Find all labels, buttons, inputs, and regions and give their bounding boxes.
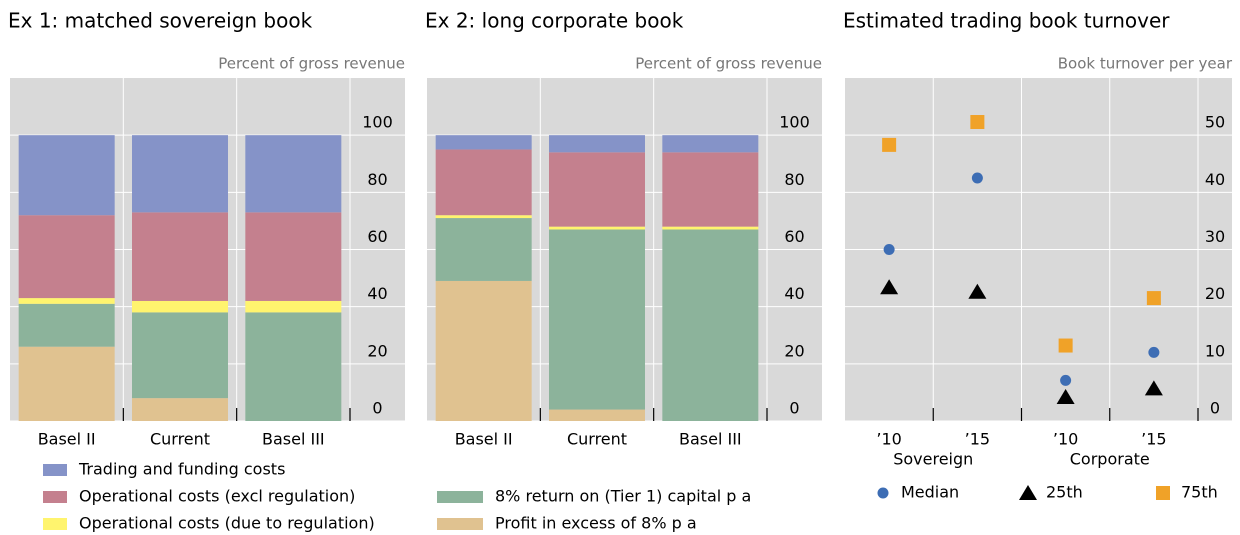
y-tick-label: 100 [362,113,393,132]
y-tick-label: 20 [367,341,387,360]
legend-label: Operational costs (excl regulation) [79,487,355,506]
point [880,279,899,295]
x-tick-label: Basel III [679,430,742,449]
bar-segment [245,312,342,421]
y-tick-label: 20 [1205,284,1225,303]
bar-segment [662,229,759,421]
group-label: Corporate [1070,450,1150,469]
bar-segment [435,215,532,219]
bar-segment [18,215,115,299]
bar-segment [662,226,759,230]
chart-title: Estimated trading book turnover [843,9,1170,33]
bar-segment [245,300,342,313]
bar-segment [18,303,115,347]
chart-title: Ex 1: matched sovereign book [8,9,313,33]
x-tick-label: Basel II [38,430,96,449]
legend-label: Median [901,483,959,502]
y-tick-label: 40 [367,284,387,303]
y-tick-label: 20 [784,341,804,360]
y-tick-label: 60 [367,227,387,246]
x-tick-label: ’10 [876,430,901,449]
y-tick-label: 80 [784,170,804,189]
axis-label: Percent of gross revenue [635,55,822,73]
legend-swatch [43,491,67,503]
legend-swatch [437,518,483,530]
y-tick-label: 10 [1205,341,1225,360]
bar-segment [18,346,115,421]
x-tick-label: Basel II [455,430,513,449]
y-tick-label: 0 [372,399,382,418]
bar-segment [132,398,228,421]
bar-segment [245,135,342,213]
x-tick-label: Current [567,430,627,449]
y-tick-label: 40 [1205,170,1225,189]
legend-marker [877,487,889,499]
axis-label: Book turnover per year [1058,55,1233,73]
y-tick-label: 60 [784,227,804,246]
legend-swatch [43,518,67,530]
point [1148,346,1160,358]
legend-marker [1156,486,1170,500]
bar-segment [435,280,532,421]
point [1056,388,1075,404]
bar-segment [18,298,115,304]
bar-segment [132,312,228,399]
x-tick-label: ’15 [1141,430,1166,449]
bar-segment [132,300,228,313]
chart-title: Ex 2: long corporate book [425,9,684,33]
bar-segment [132,212,228,301]
bar-segment [435,218,532,281]
y-tick-label: 0 [1210,399,1220,418]
point [1058,338,1073,353]
point [882,137,897,152]
bar-segment [662,135,759,153]
legend-label: 75th [1181,483,1218,502]
bar-segment [435,135,532,150]
axis-label: Percent of gross revenue [218,55,405,73]
y-tick-label: 80 [367,170,387,189]
point [1146,291,1161,306]
bar-segment [245,212,342,301]
point [968,283,987,299]
bar-segment [435,149,532,216]
legend-label: 25th [1046,483,1083,502]
y-tick-label: 30 [1205,227,1225,246]
legend-label: Operational costs (due to regulation) [79,514,375,533]
bar-segment [549,226,645,230]
point [1144,380,1163,396]
bar-segment [18,135,115,216]
point [971,172,983,184]
y-tick-label: 40 [784,284,804,303]
bar-segment [549,409,645,421]
bar-segment [549,135,645,153]
bar-segment [549,152,645,227]
bar-segment [549,229,645,410]
x-tick-label: Current [150,430,210,449]
point [883,244,895,255]
point [1060,374,1072,386]
x-tick-label: ’10 [1053,430,1078,449]
y-tick-label: 0 [789,399,799,418]
point [970,115,985,130]
legend-swatch [437,491,483,503]
y-tick-label: 100 [779,113,810,132]
x-tick-label: ’15 [965,430,990,449]
bar-segment [662,152,759,227]
legend-label: 8% return on (Tier 1) capital p a [495,487,751,506]
legend-label: Trading and funding costs [78,460,285,479]
x-tick-label: Basel III [262,430,325,449]
legend-marker [1019,485,1037,500]
legend-label: Profit in excess of 8% p a [495,514,697,533]
legend-swatch [43,464,67,476]
group-label: Sovereign [893,450,973,469]
bar-segment [132,135,228,213]
y-tick-label: 50 [1205,113,1225,132]
